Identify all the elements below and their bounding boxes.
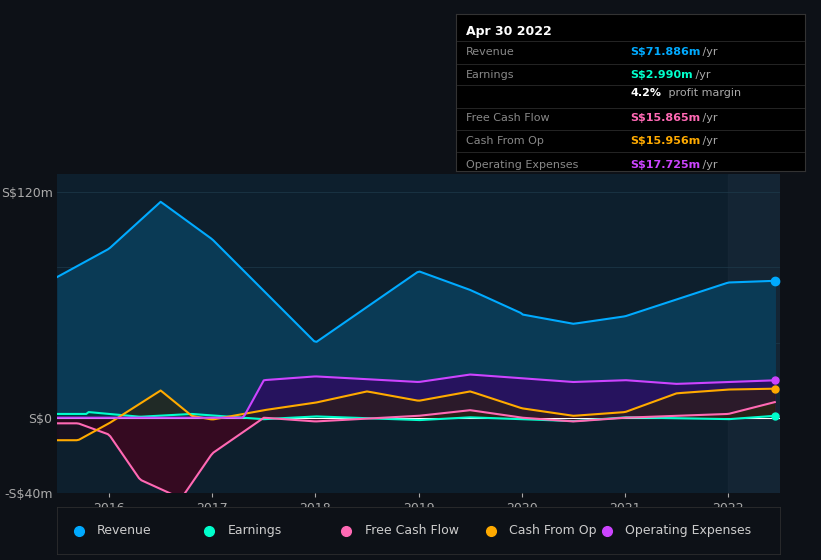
Text: profit margin: profit margin xyxy=(665,88,741,99)
Text: Apr 30 2022: Apr 30 2022 xyxy=(466,25,552,38)
Text: Cash From Op: Cash From Op xyxy=(466,136,544,146)
Text: /yr: /yr xyxy=(699,47,718,57)
Text: Operating Expenses: Operating Expenses xyxy=(466,160,579,170)
Text: S$15.865m: S$15.865m xyxy=(631,113,700,123)
Text: Free Cash Flow: Free Cash Flow xyxy=(365,524,458,537)
Text: /yr: /yr xyxy=(699,160,718,170)
Bar xyxy=(728,174,780,493)
Text: Revenue: Revenue xyxy=(97,524,152,537)
Text: S$2.990m: S$2.990m xyxy=(631,71,693,81)
Text: S$17.725m: S$17.725m xyxy=(631,160,700,170)
Text: Revenue: Revenue xyxy=(466,47,515,57)
Text: Cash From Op: Cash From Op xyxy=(509,524,597,537)
Text: Operating Expenses: Operating Expenses xyxy=(625,524,750,537)
Text: /yr: /yr xyxy=(699,113,718,123)
Text: 4.2%: 4.2% xyxy=(631,88,661,99)
Text: Earnings: Earnings xyxy=(466,71,515,81)
Text: S$15.956m: S$15.956m xyxy=(631,136,700,146)
Text: Earnings: Earnings xyxy=(227,524,282,537)
Text: /yr: /yr xyxy=(699,136,718,146)
Text: S$71.886m: S$71.886m xyxy=(631,47,700,57)
Text: /yr: /yr xyxy=(691,71,710,81)
Text: Free Cash Flow: Free Cash Flow xyxy=(466,113,550,123)
